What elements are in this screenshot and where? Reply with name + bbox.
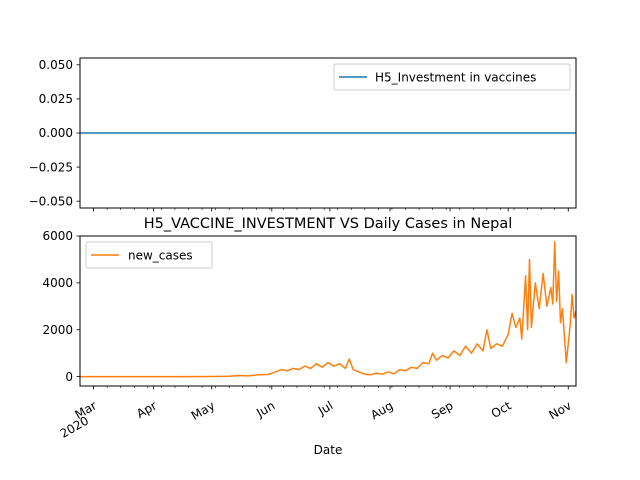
series-line-new-cases — [80, 241, 577, 378]
x-tick-label: Jul — [315, 398, 335, 418]
chart-title: H5_VACCINE_INVESTMENT VS Daily Cases in … — [144, 216, 512, 232]
y-tick-label: 4000 — [42, 276, 73, 290]
top-y-ticks: 0.050 0.025 0.000 −0.025 −0.050 — [29, 58, 80, 208]
y-tick-label: 0.000 — [39, 126, 73, 140]
x-axis-label: Date — [314, 443, 343, 457]
top-x-ticks — [93, 208, 569, 212]
top-subplot: 0.050 0.025 0.000 −0.025 −0.050 H5_Investmen… — [29, 57, 577, 212]
y-tick-label: 0.025 — [39, 92, 73, 106]
y-tick-label: 6000 — [42, 229, 73, 243]
y-tick-label: −0.050 — [29, 194, 73, 208]
legend-label-new-cases: new_cases — [128, 249, 193, 263]
bottom-y-ticks: 0 2000 4000 6000 — [42, 229, 80, 384]
bottom-axes-frame — [79, 235, 577, 387]
top-legend: H5_Investment in vaccines — [333, 63, 571, 91]
y-tick-label: 0.050 — [39, 58, 73, 72]
y-tick-label: 2000 — [42, 323, 73, 337]
bottom-legend: new_cases — [85, 241, 213, 269]
y-tick-label: 0 — [65, 370, 73, 384]
y-tick-label: −0.025 — [29, 160, 73, 174]
legend-label-h5-investment: H5_Investment in vaccines — [375, 71, 536, 85]
